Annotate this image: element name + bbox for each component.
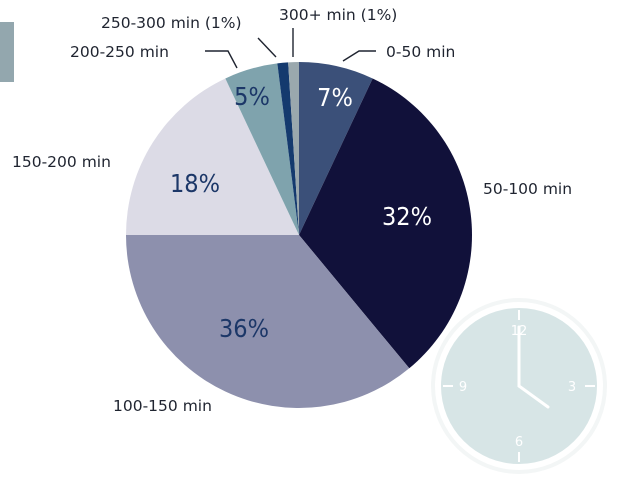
pie-category-label: 200-250 min [70, 43, 169, 61]
pie-category-label: 0-50 min [386, 43, 455, 61]
clock-icon: 12 3 6 9 [431, 298, 607, 474]
pie-percent-label: 36% [219, 314, 269, 343]
pie-percent-label: 32% [382, 202, 432, 231]
pie-category-label: 150-200 min [12, 153, 111, 171]
clock-number-9: 9 [459, 380, 467, 395]
corner-decoration [0, 22, 14, 82]
pie-percent-label: 5% [234, 82, 270, 111]
pie-percent-label: 18% [170, 169, 220, 198]
pie-leader-line [205, 51, 237, 68]
pie-category-label: 100-150 min [113, 397, 212, 415]
pie-leader-line [258, 38, 276, 57]
pie-percent-label: 7% [317, 83, 353, 112]
clock-number-3: 3 [568, 380, 576, 395]
pie-slices [126, 62, 472, 408]
pie-category-label: 300+ min (1%) [279, 6, 397, 24]
clock-number-6: 6 [515, 435, 523, 450]
pie-leader-line [343, 51, 376, 61]
pie-category-label: 50-100 min [483, 180, 572, 198]
pie-leader-lines [205, 28, 376, 68]
pie-category-label: 250-300 min (1%) [101, 14, 242, 32]
